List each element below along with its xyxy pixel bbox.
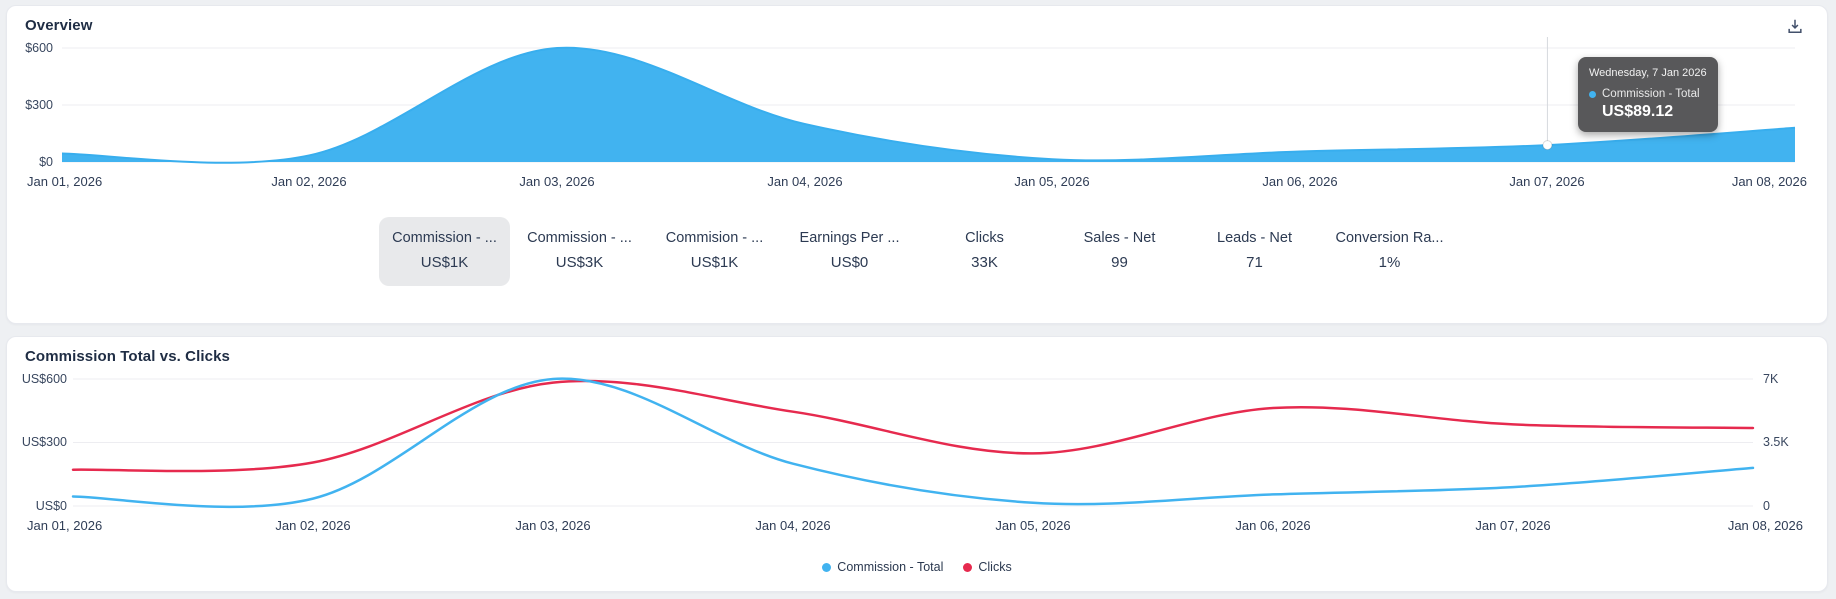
commission-line xyxy=(71,377,1755,509)
y-axis-label: $600 xyxy=(25,41,53,55)
y-axis-label: $300 xyxy=(25,98,53,112)
metric-label: Commission - ... xyxy=(527,230,632,246)
metric-tab-clicks[interactable]: Clicks 33K xyxy=(919,217,1050,286)
hover-marker xyxy=(1542,140,1553,151)
metric-label: Commision - ... xyxy=(665,230,764,246)
tooltip-series-label: Commission - Total xyxy=(1602,88,1700,100)
x-axis-label: Jan 03, 2026 xyxy=(515,518,591,533)
x-axis-label: Jan 02, 2026 xyxy=(275,518,351,533)
metric-value: 99 xyxy=(1111,254,1128,271)
chart-tooltip: Wednesday, 7 Jan 2026 Commission - Total… xyxy=(1578,57,1718,132)
x-axis-label: Jan 05, 2026 xyxy=(995,518,1071,533)
series-dot-icon xyxy=(1589,90,1596,98)
tooltip-date: Wednesday, 7 Jan 2026 xyxy=(1589,67,1707,79)
commission-area-edge xyxy=(61,46,1796,164)
metric-label: Commission - ... xyxy=(392,230,497,246)
right-axis-label: 0 xyxy=(1763,499,1770,513)
x-axis-label: Jan 08, 2026 xyxy=(1727,518,1803,533)
comparison-title: Commission Total vs. Clicks xyxy=(25,348,230,365)
metric-tab-commission-3[interactable]: Commision - ... US$1K xyxy=(649,217,780,286)
right-axis-label: 7K xyxy=(1763,372,1779,386)
metric-value: 33K xyxy=(971,254,998,271)
metric-value: US$1K xyxy=(690,254,739,271)
overview-chart-svg xyxy=(61,37,1796,164)
x-axis-label: Jan 02, 2026 xyxy=(271,174,347,189)
overview-title: Overview xyxy=(25,17,93,34)
overview-panel: Overview $600 $300 $0 Jan 01, 2026 Jan 0… xyxy=(6,5,1828,324)
commission-area xyxy=(62,47,1795,163)
left-axis-label: US$300 xyxy=(21,435,67,449)
comparison-chart-svg xyxy=(71,377,1755,509)
metric-tab-leads-net[interactable]: Leads - Net 71 xyxy=(1189,217,1320,286)
x-axis-label: Jan 04, 2026 xyxy=(755,518,831,533)
metric-value: 71 xyxy=(1246,254,1263,271)
x-axis-label: Jan 01, 2026 xyxy=(27,518,103,533)
metric-label: Sales - Net xyxy=(1083,230,1156,246)
metric-tab-conversion-rate[interactable]: Conversion Ra... 1% xyxy=(1324,217,1455,286)
legend-label: Commission - Total xyxy=(837,560,944,574)
x-axis-label: Jan 01, 2026 xyxy=(27,174,103,189)
y-axis-label: $0 xyxy=(39,155,53,169)
x-axis-label: Jan 04, 2026 xyxy=(767,174,843,189)
x-axis-label: Jan 06, 2026 xyxy=(1235,518,1311,533)
metric-tab-commission-2[interactable]: Commission - ... US$3K xyxy=(514,217,645,286)
chart-legend: Commission - Total Clicks xyxy=(7,560,1827,574)
legend-dot-icon xyxy=(963,562,973,572)
x-axis-label: Jan 03, 2026 xyxy=(519,174,595,189)
legend-label: Clicks xyxy=(978,560,1012,574)
left-axis-label: US$0 xyxy=(35,499,67,513)
x-axis-label: Jan 08, 2026 xyxy=(1731,174,1807,189)
metric-tab-commission-total[interactable]: Commission - ... US$1K xyxy=(379,217,510,286)
tooltip-value: US$89.12 xyxy=(1602,103,1674,120)
left-axis-label: US$600 xyxy=(21,372,67,386)
metric-value: 1% xyxy=(1378,254,1401,271)
x-axis-label: Jan 06, 2026 xyxy=(1262,174,1338,189)
comparison-panel: Commission Total vs. Clicks US$600 US$30… xyxy=(6,336,1828,592)
metric-value: US$1K xyxy=(420,254,469,271)
x-axis-label: Jan 07, 2026 xyxy=(1475,518,1551,533)
legend-dot-icon xyxy=(822,562,832,572)
x-axis-label: Jan 07, 2026 xyxy=(1509,174,1585,189)
legend-item-commission-total[interactable]: Commission - Total xyxy=(822,560,943,574)
legend-item-clicks[interactable]: Clicks xyxy=(963,560,1012,574)
metric-tab-sales-net[interactable]: Sales - Net 99 xyxy=(1054,217,1185,286)
metric-label: Leads - Net xyxy=(1217,230,1292,246)
clicks-line xyxy=(71,379,1755,473)
metric-value: US$3K xyxy=(555,254,604,271)
metrics-row: Commission - ... US$1K Commission - ... … xyxy=(7,217,1827,286)
metric-label: Clicks xyxy=(965,230,1004,246)
metric-tab-earnings-per[interactable]: Earnings Per ... US$0 xyxy=(784,217,915,286)
right-axis-label: 3.5K xyxy=(1763,435,1789,449)
metric-label: Conversion Ra... xyxy=(1335,230,1444,246)
download-icon[interactable] xyxy=(1783,13,1809,39)
metric-label: Earnings Per ... xyxy=(799,230,900,246)
metric-value: US$0 xyxy=(830,254,869,271)
x-axis-label: Jan 05, 2026 xyxy=(1014,174,1090,189)
